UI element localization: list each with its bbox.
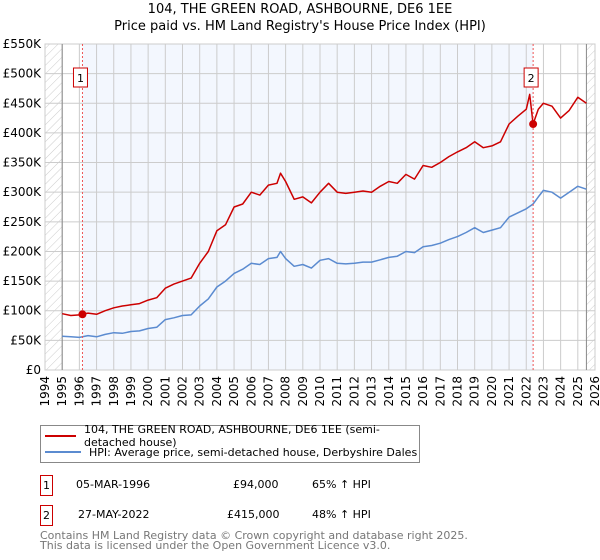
x-tick-label: 2016 (416, 376, 430, 407)
sale-marker-label: 1 (77, 72, 84, 85)
no-data-hatch-left (45, 44, 63, 370)
y-tick-label: £300K (3, 185, 43, 199)
transaction-price: £94,000 (233, 478, 279, 491)
sale-point (78, 310, 87, 319)
transaction-date: 05-MAR-1996 (76, 478, 151, 491)
x-tick-label: 2013 (365, 376, 379, 407)
transaction-row: 1 05-MAR-1996 £94,000 65% ↑ HPI (40, 475, 440, 496)
x-tick-label: 2000 (141, 376, 155, 407)
sale-marker-box (72, 67, 88, 88)
legend-swatch-red (45, 435, 77, 437)
footer-attribution: Contains HM Land Registry data © Crown c… (40, 529, 468, 552)
y-tick-label: £200K (3, 244, 43, 258)
x-tick-label: 2014 (382, 376, 396, 407)
x-tick-label: 2009 (296, 376, 310, 407)
y-tick-label: £350K (3, 156, 43, 170)
x-tick-label: 2002 (176, 376, 190, 407)
x-tick-label: 2011 (330, 376, 344, 407)
y-tick-label: £150K (3, 274, 43, 288)
x-tick-label: 2017 (433, 376, 447, 407)
x-tick-label: 2024 (554, 376, 568, 407)
x-tick-label: 2008 (279, 376, 293, 407)
sale-point (529, 120, 538, 129)
transaction-date: 27-MAY-2022 (78, 508, 150, 521)
y-tick-label: £100K (3, 304, 43, 318)
y-tick-label: £50K (10, 333, 42, 347)
x-tick-label: 1998 (107, 376, 121, 407)
chart-legend: 104, THE GREEN ROAD, ASHBOURNE, DE6 1EE … (40, 423, 420, 463)
x-tick-label: 2020 (485, 376, 499, 407)
x-tick-label: 2003 (193, 376, 207, 407)
footer-line-2: This data is licensed under the Open Gov… (40, 539, 391, 552)
x-tick-label: 2025 (571, 376, 585, 407)
legend-item-hpi: HPI: Average price, semi-detached house,… (45, 444, 417, 460)
transaction-badge: 2 (40, 505, 53, 526)
y-tick-label: £550K (3, 37, 43, 51)
x-tick-label: 1994 (38, 376, 52, 407)
transaction-price: £415,000 (227, 508, 280, 521)
x-tick-label: 2021 (502, 376, 516, 407)
x-tick-label: 2010 (313, 376, 327, 407)
legend-label: 104, THE GREEN ROAD, ASHBOURNE, DE6 1EE … (84, 423, 380, 449)
transaction-row: 2 27-MAY-2022 £415,000 48% ↑ HPI (40, 505, 440, 526)
sale-marker-label: 2 (528, 72, 535, 85)
title-line-1: 104, THE GREEN ROAD, ASHBOURNE, DE6 1EE (147, 2, 453, 17)
x-tick-label: 1995 (55, 376, 69, 407)
x-tick-label: 2022 (519, 376, 533, 407)
legend-item-property: 104, THE GREEN ROAD, ASHBOURNE, DE6 1EE … (45, 423, 419, 449)
ownership-shading (82, 44, 534, 370)
transaction-hpi-change: 65% ↑ HPI (312, 478, 371, 491)
property-price-line (62, 93, 587, 317)
x-tick-label: 2006 (244, 376, 258, 407)
x-tick-label: 1996 (72, 376, 86, 407)
title-line-2: Price paid vs. HM Land Registry's House … (114, 19, 486, 34)
x-tick-label: 2015 (399, 376, 413, 407)
x-tick-label: 2018 (451, 376, 465, 407)
y-tick-label: £450K (3, 96, 43, 110)
sale-marker-box (523, 67, 539, 88)
x-tick-label: 2004 (210, 376, 224, 407)
transaction-badge: 1 (40, 475, 53, 496)
legend-swatch-blue (45, 451, 81, 453)
chart-title: 104, THE GREEN ROAD, ASHBOURNE, DE6 1EE … (0, 1, 600, 35)
x-tick-label: 1999 (124, 376, 138, 407)
x-tick-label: 2007 (261, 376, 275, 407)
legend-label: HPI: Average price, semi-detached house,… (89, 445, 418, 459)
y-tick-label: £0 (26, 363, 41, 377)
hpi-line (62, 185, 587, 339)
x-tick-label: 2005 (227, 376, 241, 407)
x-tick-label: 2012 (347, 376, 361, 407)
x-tick-label: 2026 (588, 376, 600, 407)
x-tick-label: 2023 (536, 376, 550, 407)
y-tick-label: £400K (3, 126, 43, 140)
x-tick-label: 1997 (90, 376, 104, 407)
transaction-hpi-change: 48% ↑ HPI (312, 508, 371, 521)
x-tick-label: 2019 (468, 376, 482, 407)
x-tick-label: 2001 (158, 376, 172, 407)
y-tick-label: £500K (3, 67, 43, 81)
y-tick-label: £250K (3, 215, 43, 229)
no-data-hatch-right (586, 44, 595, 370)
footer-line-1: Contains HM Land Registry data © Crown c… (40, 529, 468, 542)
